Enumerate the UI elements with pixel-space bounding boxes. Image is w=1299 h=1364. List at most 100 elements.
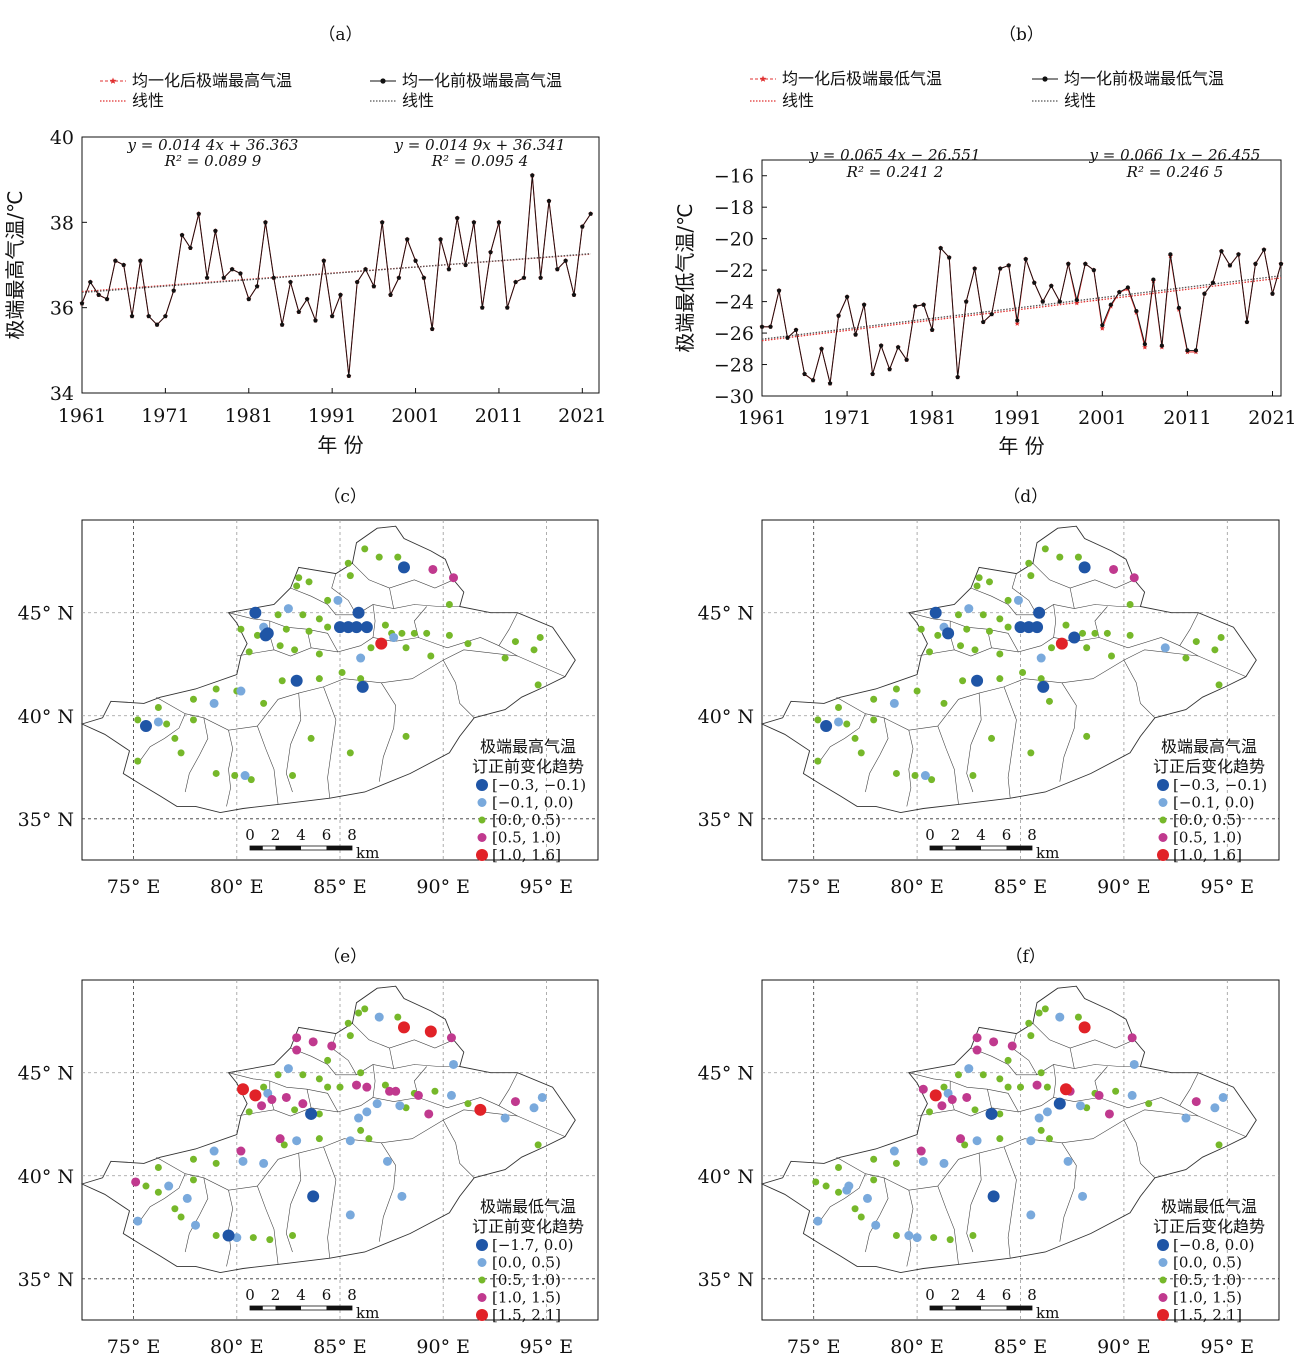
- station-point: [292, 1045, 302, 1055]
- data-point: [1159, 343, 1164, 348]
- data-point: [588, 211, 593, 216]
- data-point: [463, 262, 468, 268]
- data-point: [371, 284, 376, 289]
- station-point: [449, 573, 459, 583]
- station-point: [357, 1126, 365, 1134]
- station-point: [962, 1092, 972, 1102]
- station-point: [1026, 1210, 1036, 1220]
- legend-title: 极端最高气温: [1161, 737, 1257, 756]
- station-point: [345, 1136, 355, 1146]
- station-point: [1056, 553, 1064, 561]
- legend-swatch: [1159, 816, 1167, 824]
- legend-label: [0.0, 0.5): [1173, 811, 1242, 829]
- data-point: [759, 324, 765, 329]
- regression-equation: y = 0.066 1x − 26.455: [1089, 146, 1261, 164]
- panel-label: （f）: [1006, 947, 1046, 967]
- data-point: [904, 357, 909, 362]
- data-point: [1099, 325, 1105, 331]
- longitude-label: 90° E: [416, 876, 470, 898]
- scale-bar-segment: [326, 1306, 352, 1310]
- scale-tick-label: 4: [296, 826, 306, 844]
- station-point: [834, 717, 844, 727]
- district-boundary: [937, 1185, 959, 1265]
- station-point: [812, 1178, 820, 1186]
- data-point: [938, 246, 943, 251]
- station-point: [920, 771, 930, 781]
- station-point: [154, 1164, 162, 1172]
- longitude-label: 95° E: [520, 876, 574, 898]
- station-point: [996, 650, 1004, 658]
- panel-e: （e） 75° E 80° E 85° E 90° E 95° E 35° N 40° N 45…: [18, 947, 599, 1358]
- data-point: [438, 237, 443, 242]
- longitude-label: 75° E: [107, 876, 161, 898]
- x-tick-label: 1981: [225, 405, 273, 427]
- district-boundary: [323, 686, 337, 799]
- station-point: [212, 685, 220, 693]
- data-point: [163, 314, 168, 319]
- scale-bar-segment: [275, 1306, 301, 1310]
- legend-swatch: [476, 1309, 488, 1321]
- scale-unit: km: [356, 1304, 379, 1322]
- station-point: [857, 749, 865, 757]
- data-point: [887, 367, 892, 372]
- district-boundary: [1179, 1072, 1199, 1106]
- station-point: [236, 1083, 249, 1096]
- data-point: [204, 275, 210, 280]
- district-boundary: [1011, 573, 1038, 615]
- station-point: [338, 668, 346, 676]
- station-point: [305, 627, 313, 635]
- station-point: [381, 1081, 389, 1089]
- data-point: [196, 211, 201, 216]
- legend-label: [1.0, 1.5): [1173, 1289, 1242, 1307]
- station-point: [1055, 637, 1068, 650]
- longitude-label: 90° E: [1097, 1336, 1151, 1358]
- station-point: [372, 1099, 382, 1109]
- station-point: [996, 615, 1004, 623]
- station-point: [261, 627, 274, 640]
- legend-label: [−0.8, 0.0): [1173, 1236, 1255, 1254]
- station-point: [926, 648, 934, 656]
- station-point: [209, 1146, 219, 1156]
- scale-bar-segment: [326, 846, 352, 850]
- district-boundary: [285, 1153, 302, 1253]
- x-tick-label: 1971: [141, 405, 189, 427]
- station-point: [534, 1141, 542, 1149]
- legend-swatch: [476, 779, 488, 791]
- station-point: [996, 675, 1004, 683]
- data-point: [1091, 268, 1096, 273]
- station-point: [381, 621, 389, 629]
- station-point: [1027, 1032, 1035, 1040]
- data-point: [346, 373, 351, 379]
- district-boundary: [865, 717, 889, 793]
- station-point: [979, 1071, 987, 1079]
- scale-bar-segment: [955, 1306, 981, 1310]
- station-point: [345, 1210, 355, 1220]
- y-tick-label: 34: [50, 383, 74, 405]
- station-point: [395, 1101, 405, 1111]
- station-point: [1211, 646, 1219, 654]
- data-point: [1015, 318, 1020, 323]
- station-point: [1063, 1156, 1073, 1166]
- station-point: [356, 680, 369, 693]
- station-point: [275, 1134, 285, 1144]
- district-boundary: [1059, 682, 1077, 782]
- scale-tick-label: 0: [925, 1286, 935, 1304]
- legend-label: [1.0, 1.6]: [1173, 846, 1242, 864]
- y-tick-label: 40: [50, 127, 74, 149]
- station-point: [1004, 623, 1012, 631]
- data-point: [1142, 344, 1148, 350]
- data-point: [546, 198, 552, 204]
- station-point: [307, 734, 315, 742]
- legend-swatch: [477, 1293, 487, 1302]
- district-boundary: [1179, 612, 1199, 646]
- scale-bar-segment: [275, 846, 301, 850]
- station-point: [996, 1110, 1004, 1118]
- station-point: [862, 1193, 872, 1203]
- station-point: [212, 769, 220, 777]
- data-point: [455, 215, 460, 221]
- scale-tick-label: 2: [951, 1286, 961, 1304]
- legend-title: 极端最高气温: [480, 737, 576, 756]
- station-point: [1037, 1069, 1045, 1077]
- station-point: [1083, 732, 1091, 740]
- data-point: [255, 284, 260, 289]
